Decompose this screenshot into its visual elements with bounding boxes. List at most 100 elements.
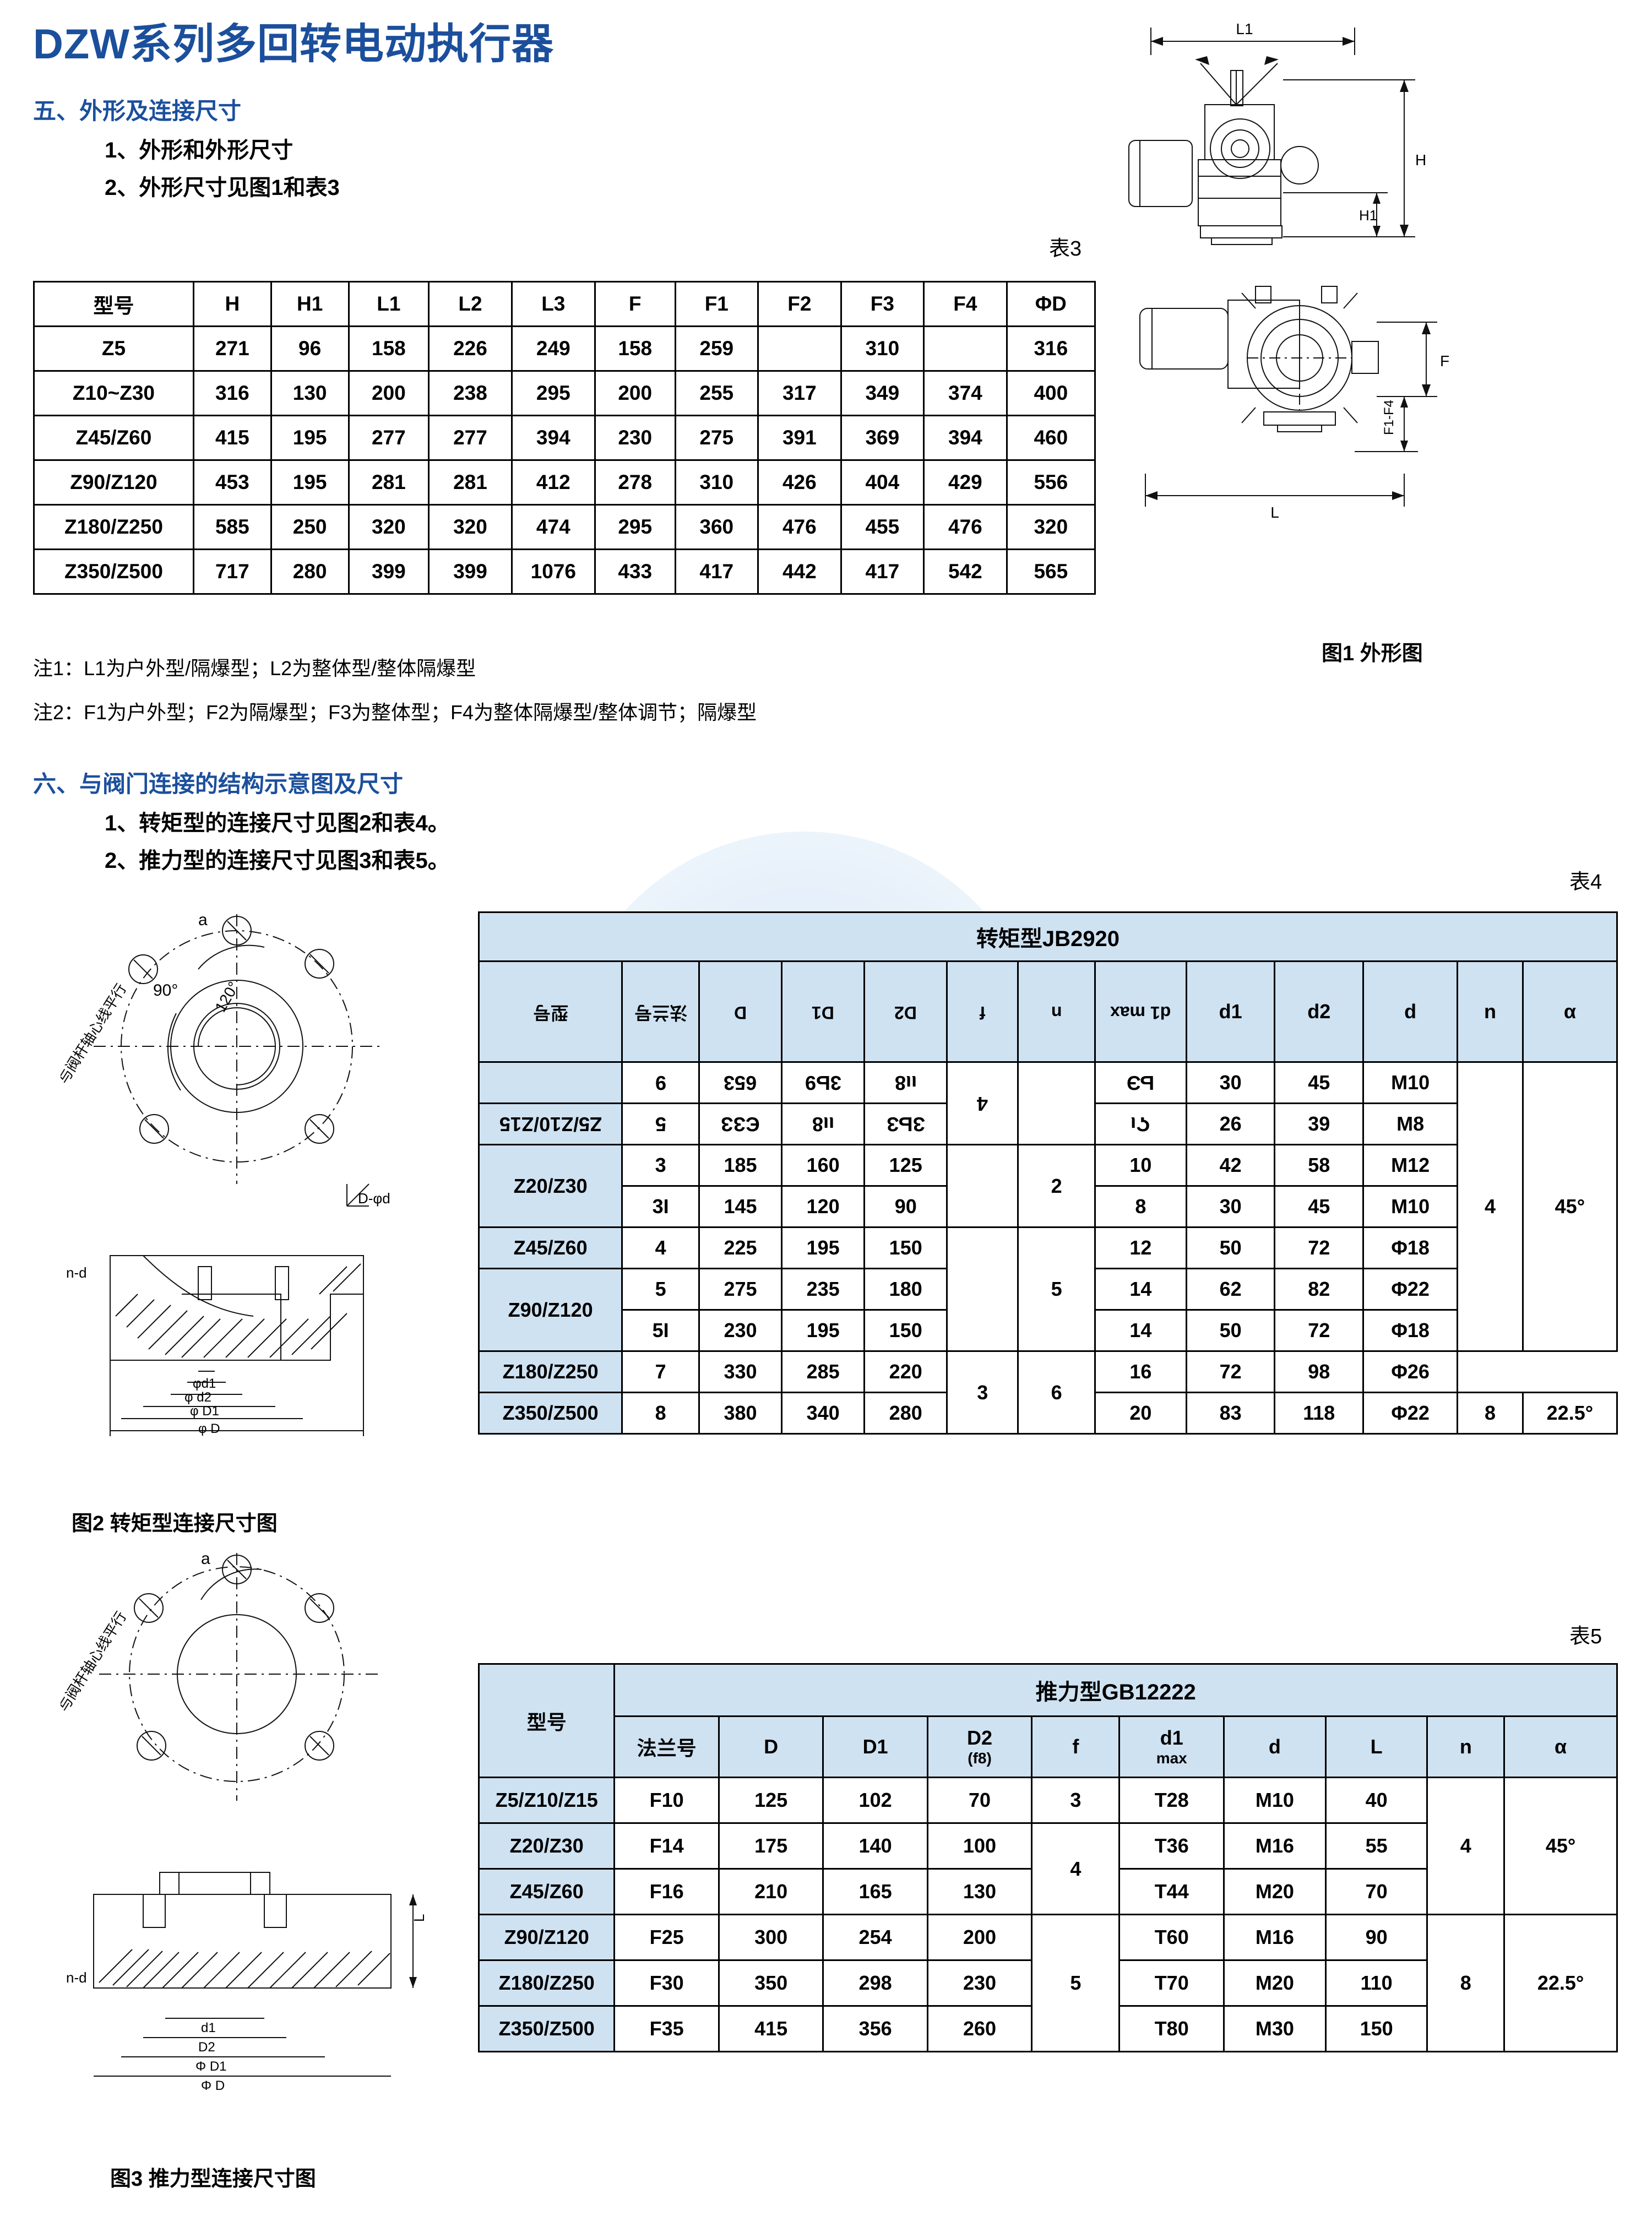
table-row: 型号 推力型GB12222 [477, 1663, 1618, 1778]
cell: 316 [1006, 325, 1096, 372]
svg-text:a: a [198, 911, 208, 929]
cell-f: 3 [946, 1350, 1019, 1435]
cell: 717 [192, 548, 272, 595]
table-row: Z180/Z250 F30 350 298 230 T70 M20 110 [477, 1959, 1617, 2007]
th-f2: F2 [757, 281, 842, 327]
cell: 399 [428, 548, 513, 595]
cell-d2b: 45 [1274, 1061, 1365, 1104]
cell-model: Z350/Z500 [33, 548, 194, 595]
cell [923, 325, 1008, 372]
figure-3-thrust-connection-drawing: a 与阀杆轴心线平行 [61, 1547, 479, 2142]
cell-d-small: Φ22 [1362, 1392, 1459, 1435]
cell: 158 [347, 325, 430, 372]
th-d-small: d [1362, 960, 1459, 1063]
svg-text:φd1: φd1 [193, 1376, 216, 1391]
cell-d2: 130 [926, 1868, 1033, 1915]
svg-text:L: L [1270, 504, 1279, 521]
cell: 565 [1006, 548, 1096, 595]
cell-model: Z180/Z250 [477, 1350, 623, 1393]
cell-d1b: 30 [1185, 1185, 1276, 1228]
table-row: Z180/Z250 7 330 285 220 3 6 16 72 98 Φ26 [477, 1350, 1617, 1435]
cell-d-small: Φ18 [1362, 1226, 1459, 1269]
cell: 280 [270, 548, 350, 595]
cell-d1: 160 [781, 1144, 866, 1187]
cell-alpha: 45° [1521, 1061, 1618, 1352]
cell-d2: 230 [926, 1959, 1033, 2007]
cell-l: 90 [1324, 1914, 1428, 1961]
cell-d: ЄЗЗ [698, 1102, 783, 1145]
cell: 415 [192, 415, 272, 461]
cell-d1max: Ϛι [1094, 1102, 1187, 1145]
cell: 429 [923, 459, 1008, 506]
cell-d-small: M10 [1362, 1185, 1459, 1228]
cell-model: Z5/Z10/Z15 [477, 1102, 623, 1145]
cell-d1b: 83 [1185, 1392, 1276, 1435]
cell-model: Z20/Z30 [477, 1144, 623, 1228]
th-d2b: d2 [1274, 960, 1365, 1063]
cell-d1: 195 [781, 1226, 866, 1269]
cell-d1: 195 [781, 1309, 866, 1352]
cell-flange: 3 [621, 1144, 700, 1187]
table-row: Z90/Z120 453 195 281 281 412 278 310 426… [33, 459, 1096, 506]
cell-d1: 120 [781, 1185, 866, 1228]
cell-d1max: 8 [1094, 1185, 1187, 1228]
cell: 275 [674, 415, 759, 461]
table-5-thrust-connection-dimensions: 型号 推力型GB12222 法兰号 D D1 D2 (f8) f d1 max … [477, 1663, 1618, 2052]
cell: 281 [347, 459, 430, 506]
cell: 455 [840, 504, 925, 550]
cell-f: 4 [946, 1061, 1019, 1145]
cell-n: 8 [1426, 1914, 1506, 2052]
cell: 400 [1006, 370, 1096, 416]
table-5-caption: 表5 [1569, 1625, 1602, 1648]
cell-d: 185 [698, 1144, 783, 1187]
cell-d2: 220 [863, 1350, 948, 1393]
cell: 238 [428, 370, 513, 416]
cell-d1b: 50 [1185, 1309, 1276, 1352]
cell-n2: 8 [1457, 1392, 1524, 1435]
cell-model: Z5 [33, 325, 194, 372]
th-alpha: α [1521, 960, 1618, 1063]
table-5-band-title: 推力型GB12222 [613, 1663, 1618, 1717]
section-5-heading: 五、外形及连接尺寸 [33, 98, 242, 124]
cell-d2: 260 [926, 2005, 1033, 2052]
cell-d1: 356 [822, 2005, 928, 2052]
th-flange: 法兰号 [634, 1003, 687, 1023]
th-d2-sub: (f8) [968, 1750, 992, 1767]
th-d: D [718, 1715, 824, 1778]
cell-d1: 235 [781, 1268, 866, 1311]
table-3-caption: 表3 [1049, 237, 1082, 260]
th-d1: D1 [822, 1715, 928, 1778]
cell-d1b: 26 [1185, 1102, 1276, 1145]
figure-1-caption: 图1 外形图 [1322, 642, 1423, 665]
th-d2: D2 [894, 1003, 917, 1023]
cell: 200 [347, 370, 430, 416]
cell-d2b: 72 [1274, 1226, 1365, 1269]
figure-3-caption: 图3 推力型连接尺寸图 [110, 2168, 316, 2191]
cell-flange: 7 [621, 1350, 700, 1393]
cell-d1max: T44 [1118, 1868, 1225, 1915]
cell-d2b: 118 [1274, 1392, 1365, 1435]
table-row: Z45/Z60 415 195 277 277 394 230 275 391 … [33, 415, 1096, 461]
cell-d: 175 [718, 1822, 824, 1870]
cell-d2: 150 [863, 1226, 948, 1269]
cell-d1b: 50 [1185, 1226, 1276, 1269]
cell-d1b: 72 [1185, 1350, 1276, 1393]
cell-flange: 5 [621, 1268, 700, 1311]
th-d1max-main: d1 [1160, 1726, 1183, 1749]
cell-d2b: 98 [1274, 1350, 1365, 1393]
cell-n: 5 [1017, 1226, 1096, 1352]
svg-text:φ D: φ D [198, 1421, 220, 1436]
table-row: Z180/Z250 585 250 320 320 474 295 360 47… [33, 504, 1096, 550]
cell: 460 [1006, 415, 1096, 461]
cell: 295 [594, 504, 676, 550]
svg-text:L1: L1 [1236, 20, 1253, 37]
cell-model [477, 1061, 623, 1104]
th-h1: H1 [270, 281, 350, 327]
th-l: L [1324, 1715, 1428, 1778]
cell-d: 330 [698, 1350, 783, 1393]
th-d1-max: d1 max [1110, 1003, 1171, 1023]
cell: 476 [923, 504, 1008, 550]
cell-d-small: M8 [1362, 1102, 1459, 1145]
cell-d2: 280 [863, 1392, 948, 1435]
